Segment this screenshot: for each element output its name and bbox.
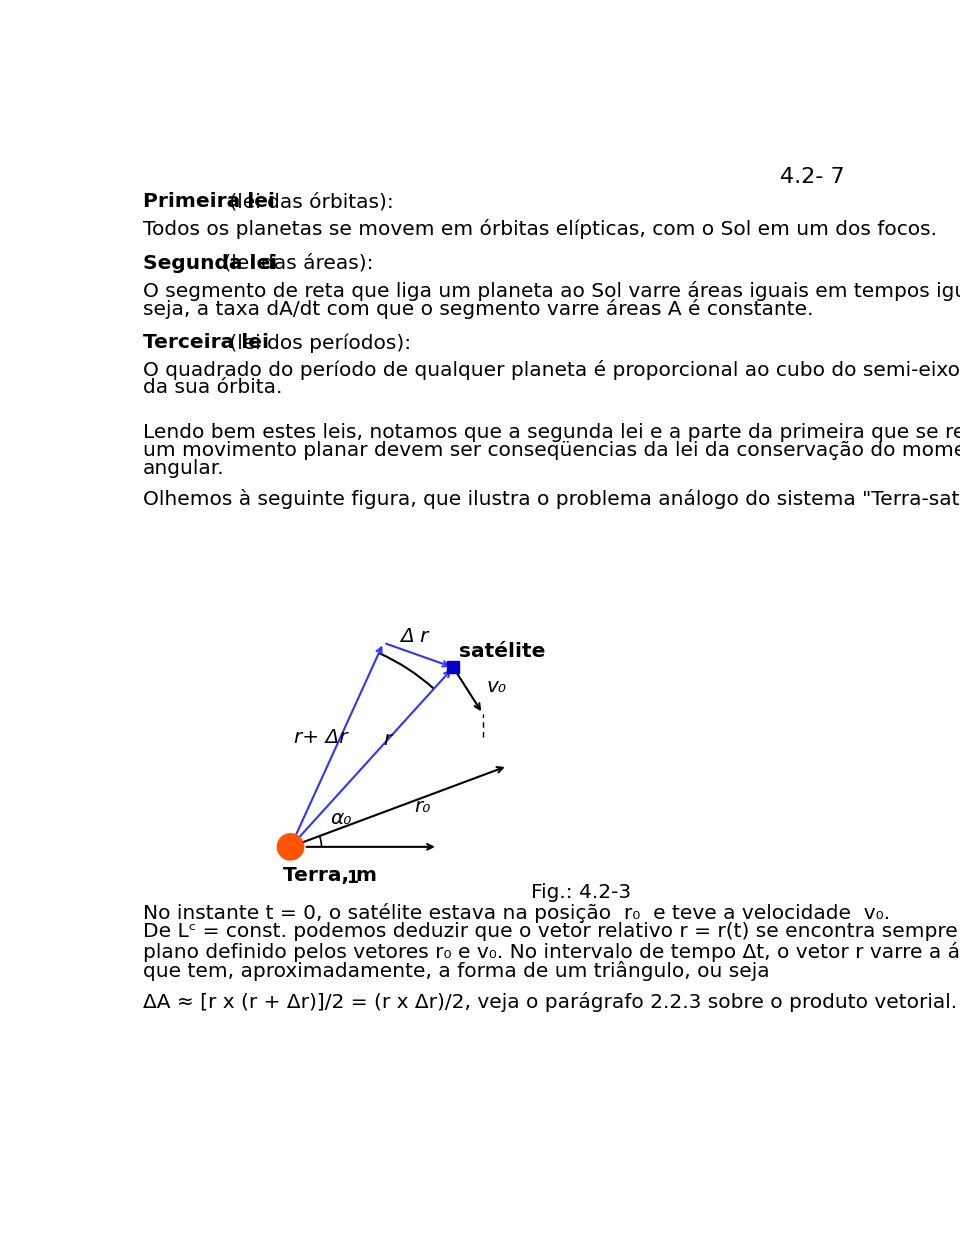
Text: Fig.: 4.2-3: Fig.: 4.2-3 xyxy=(531,882,631,902)
Text: 1: 1 xyxy=(347,869,358,887)
Text: Δ r: Δ r xyxy=(400,628,429,646)
Text: De Lᶜ = const. podemos deduzir que o vetor relativo r = r(t) se encontra sempre : De Lᶜ = const. podemos deduzir que o vet… xyxy=(143,922,960,941)
Text: O segmento de reta que liga um planeta ao Sol varre áreas iguais em tempos iguai: O segmento de reta que liga um planeta a… xyxy=(143,281,960,301)
Text: α₀: α₀ xyxy=(331,809,352,828)
Text: v₀: v₀ xyxy=(487,678,507,696)
Text: plano definido pelos vetores r₀ e v₀. No intervalo de tempo Δt, o vetor r varre : plano definido pelos vetores r₀ e v₀. No… xyxy=(143,941,960,961)
Text: angular.: angular. xyxy=(143,459,225,478)
Text: 4.2- 7: 4.2- 7 xyxy=(780,168,845,187)
Text: Terceira lei: Terceira lei xyxy=(143,334,269,352)
Text: Terra, m: Terra, m xyxy=(283,866,376,885)
Text: satélite: satélite xyxy=(460,642,546,661)
Text: que tem, aproximadamente, a forma de um triângulo, ou seja: que tem, aproximadamente, a forma de um … xyxy=(143,961,770,981)
Text: r₀: r₀ xyxy=(415,798,431,816)
Text: (lei dos períodos):: (lei dos períodos): xyxy=(224,334,411,352)
Text: (lei das áreas):: (lei das áreas): xyxy=(217,254,373,272)
Text: um movimento planar devem ser conseqüencias da lei da conservação do momento: um movimento planar devem ser conseqüenc… xyxy=(143,441,960,460)
Text: ΔA ≈ [r x (r + Δr)]/2 = (r x Δr)/2, veja o parágrafo 2.2.3 sobre o produto vetor: ΔA ≈ [r x (r + Δr)]/2 = (r x Δr)/2, veja… xyxy=(143,991,957,1011)
Circle shape xyxy=(277,834,303,860)
Text: Primeira lei: Primeira lei xyxy=(143,192,276,211)
Text: seja, a taxa dA/dt com que o segmento varre áreas A é constante.: seja, a taxa dA/dt com que o segmento va… xyxy=(143,299,814,319)
Text: Lendo bem estes leis, notamos que a segunda lei e a parte da primeira que se ref: Lendo bem estes leis, notamos que a segu… xyxy=(143,424,960,442)
Text: (lei das órbitas):: (lei das órbitas): xyxy=(224,192,394,211)
Text: Olhemos à seguinte figura, que ilustra o problema análogo do sistema "Terra-saté: Olhemos à seguinte figura, que ilustra o… xyxy=(143,489,960,509)
Text: da sua órbita.: da sua órbita. xyxy=(143,378,282,398)
Text: Todos os planetas se movem em órbitas elípticas, com o Sol em um dos focos.: Todos os planetas se movem em órbitas el… xyxy=(143,219,937,239)
Text: O quadrado do período de qualquer planeta é proporcional ao cubo do semi-eixo ma: O quadrado do período de qualquer planet… xyxy=(143,360,960,380)
Text: Segunda lei: Segunda lei xyxy=(143,254,277,272)
Text: No instante t = 0, o satélite estava na posição  r₀  e teve a velocidade  v₀.: No instante t = 0, o satélite estava na … xyxy=(143,902,890,922)
Text: r+ Δr: r+ Δr xyxy=(295,728,348,746)
Text: r: r xyxy=(383,730,392,750)
